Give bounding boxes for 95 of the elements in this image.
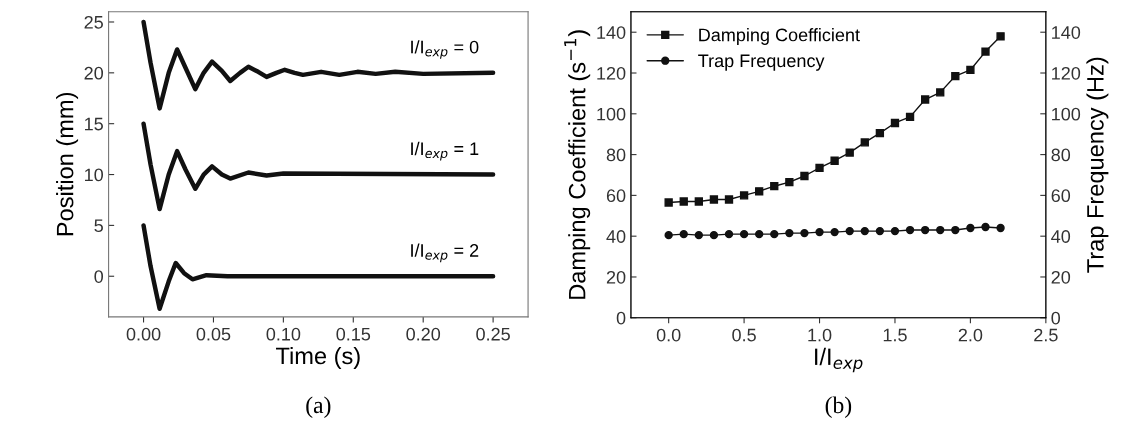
point [875, 226, 885, 236]
point [724, 195, 734, 204]
y-tick-label: 0 [616, 311, 626, 325]
point [815, 163, 824, 173]
point [664, 198, 673, 207]
point [785, 177, 794, 187]
point [830, 227, 839, 237]
y-tick-label: 80 [606, 148, 626, 162]
point [875, 129, 885, 138]
y-tick-label: 120 [597, 66, 626, 80]
y-tick-label: 60 [606, 189, 626, 203]
point [664, 230, 673, 240]
y-tick-label: 5 [94, 219, 103, 233]
y-tick-label: 20 [606, 270, 626, 284]
x-axis-title: Time (s) [276, 346, 360, 369]
point [905, 225, 915, 235]
point [981, 222, 990, 232]
line-series [141, 223, 496, 312]
x-tick-label: 0.00 [126, 327, 161, 341]
y-tick-label: 25 [84, 15, 103, 29]
x-tick-label: 1.5 [883, 328, 907, 342]
point [724, 229, 734, 239]
x-tick-label: 0.20 [406, 327, 441, 341]
point [679, 197, 688, 206]
y2-tick-label: 120 [1052, 66, 1081, 80]
y2-tick-label: 0 [1051, 311, 1061, 325]
y-tick-label: 140 [597, 26, 626, 39]
y-tick-label: 40 [606, 230, 626, 243]
y2-tick-label: 60 [1051, 189, 1071, 203]
point [770, 229, 779, 239]
point [905, 112, 915, 122]
x-axis-title: I/I$_{exp}$ [815, 347, 863, 373]
point [694, 197, 703, 206]
point [890, 118, 900, 128]
point [890, 226, 900, 236]
point [966, 223, 975, 233]
line-series [141, 19, 496, 111]
point [951, 225, 960, 235]
x-tick-label: 0.5 [732, 328, 756, 342]
x-tick-label: 0.15 [336, 327, 371, 341]
y2-tick-label: 80 [1051, 148, 1071, 162]
point [815, 227, 824, 237]
y2-tick-label: 140 [1052, 26, 1081, 39]
y-tick-label: 10 [85, 168, 104, 182]
point [755, 229, 764, 239]
y2-tick-label: 40 [1051, 230, 1071, 243]
point [709, 195, 719, 204]
point [860, 138, 869, 147]
point [800, 228, 809, 238]
point [845, 226, 854, 236]
point [966, 65, 975, 75]
point [996, 223, 1005, 233]
y-axis-title: Position (mm) [56, 93, 79, 236]
point [920, 225, 930, 235]
line-series [141, 121, 496, 212]
text: (b) [825, 396, 852, 418]
annotation: I/I$_{exp}$ = 0 [411, 40, 479, 59]
x-tick-label: 1.0 [808, 328, 832, 342]
y2-tick-label: 100 [1052, 107, 1081, 121]
y2-axis-title: Trap Frequency (Hz) [1086, 57, 1109, 273]
y-axis-title: Damping Coefficient (s$^{−1}$) [564, 30, 591, 299]
annotation: I/I$_{exp}$ = 2 [411, 243, 479, 263]
point [739, 229, 749, 239]
point [739, 191, 749, 200]
y2-tick-label: 20 [1051, 270, 1071, 284]
x-tick-label: 0.25 [476, 327, 510, 341]
point [936, 88, 945, 97]
y-tick-label: 100 [597, 107, 626, 121]
point [770, 182, 779, 191]
text: (a) [306, 396, 331, 418]
x-tick-label: 0.05 [196, 327, 231, 341]
point [785, 228, 794, 238]
point [981, 47, 990, 56]
y-tick-label: 15 [85, 117, 103, 131]
x-tick-label: 0.0 [656, 328, 681, 342]
point [951, 71, 960, 81]
point [709, 230, 719, 240]
x-tick-label: 0.10 [266, 327, 301, 341]
point [694, 230, 703, 240]
point [860, 226, 869, 236]
x-tick-label: 2.0 [958, 328, 983, 342]
point [679, 229, 688, 239]
point [800, 171, 809, 181]
point [936, 225, 945, 235]
point [755, 187, 764, 196]
point [845, 148, 854, 157]
point [996, 32, 1005, 41]
y-tick-label: 0 [94, 270, 104, 283]
legend-label: Trap Frequency [698, 54, 825, 71]
annotation: I/I$_{exp}$ = 1 [411, 141, 479, 161]
point [920, 95, 930, 104]
x-tick-label: 2.5 [1034, 328, 1058, 342]
y-tick-label: 20 [84, 66, 104, 80]
point [830, 156, 839, 165]
legend-label: Damping Coefficient [699, 28, 860, 45]
